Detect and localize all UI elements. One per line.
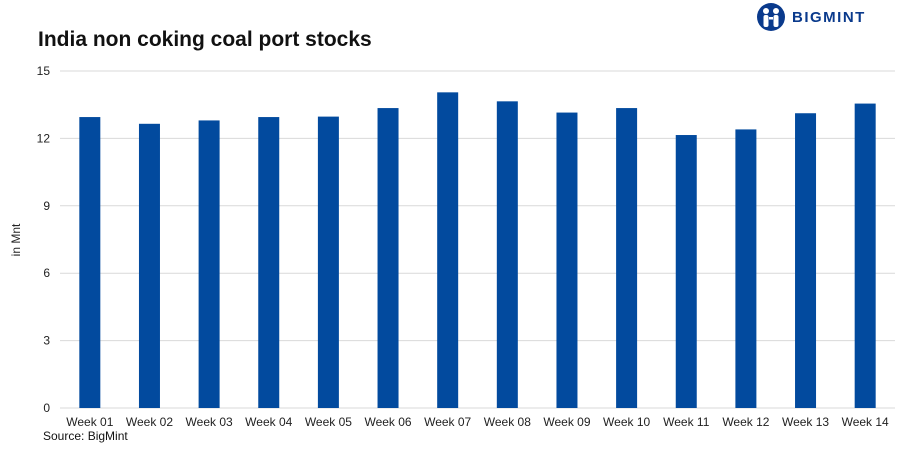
- logo-text: BIGMINT: [792, 8, 866, 26]
- bar: [556, 112, 578, 409]
- source-note: Source: BigMint: [43, 429, 128, 443]
- bar: [198, 120, 220, 408]
- x-tick-label: Week 01: [66, 415, 113, 429]
- y-axis-ticks: 0 3 6 9 12 15: [37, 64, 51, 415]
- bigmint-people-icon: [757, 3, 785, 31]
- bar: [258, 117, 280, 408]
- chart-title: India non coking coal port stocks: [38, 28, 372, 51]
- bar: [437, 92, 459, 409]
- x-tick-label: Week 07: [424, 415, 471, 429]
- grid-lines: [60, 70, 895, 409]
- y-tick-label: 15: [37, 64, 51, 78]
- bar: [795, 113, 817, 408]
- bar: [616, 108, 638, 408]
- x-tick-label: Week 10: [603, 415, 650, 429]
- bar: [496, 101, 518, 408]
- x-tick-label: Week 02: [126, 415, 173, 429]
- y-tick-label: 6: [43, 266, 50, 280]
- x-tick-label: Week 04: [245, 415, 292, 429]
- bar: [854, 103, 876, 409]
- x-tick-label: Week 14: [842, 415, 889, 429]
- y-tick-label: 3: [43, 334, 50, 348]
- y-tick-label: 9: [43, 199, 50, 213]
- x-tick-label: Week 11: [663, 415, 710, 429]
- y-axis-label: in Mnt: [9, 223, 23, 256]
- bar: [317, 116, 339, 408]
- x-tick-label: Week 05: [305, 415, 352, 429]
- x-tick-label: Week 06: [364, 415, 411, 429]
- x-tick-label: Week 09: [543, 415, 590, 429]
- x-tick-label: Week 13: [782, 415, 829, 429]
- bar: [675, 135, 697, 408]
- bar: [377, 108, 399, 408]
- bar: [735, 129, 757, 408]
- bars: [79, 92, 876, 409]
- x-axis-ticks: Week 01 Week 02 Week 03 Week 04 Week 05 Week …: [66, 415, 889, 429]
- x-tick-label: Week 08: [484, 415, 531, 429]
- y-tick-label: 0: [43, 401, 50, 415]
- bar: [138, 123, 160, 409]
- bigmint-logo: BIGMINT: [756, 2, 866, 32]
- x-tick-label: Week 12: [722, 415, 769, 429]
- y-tick-label: 12: [37, 131, 51, 145]
- x-tick-label: Week 03: [186, 415, 233, 429]
- bar: [79, 117, 101, 408]
